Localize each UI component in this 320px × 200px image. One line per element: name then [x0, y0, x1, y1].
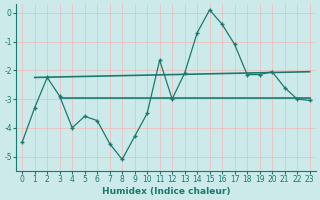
X-axis label: Humidex (Indice chaleur): Humidex (Indice chaleur)	[102, 187, 230, 196]
